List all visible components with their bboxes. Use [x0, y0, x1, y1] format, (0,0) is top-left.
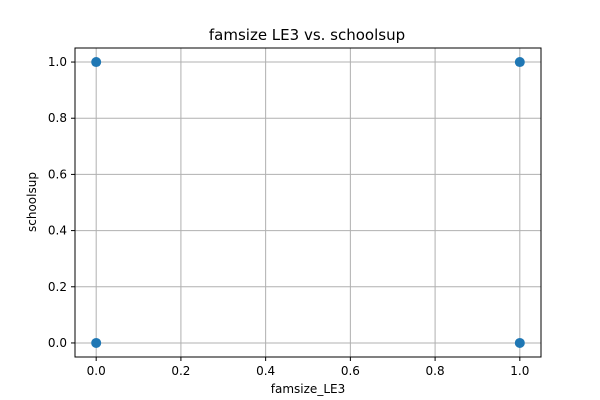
scatter-point: [91, 57, 102, 68]
chart-title: famsize LE3 vs. schoolsup: [209, 26, 405, 44]
ticks-layer: 0.0 0.2 0.4 0.6 0.8 1.0 0.0 0.2 0.4 0.6 0.8 1.0: [48, 55, 529, 378]
y-tick-label: 1.0: [48, 55, 67, 69]
plot-area: [75, 48, 541, 357]
y-tick-label: 0.0: [48, 336, 67, 350]
scatter-point: [514, 337, 525, 348]
x-tick-label: 0.8: [426, 364, 445, 378]
points-layer: [91, 57, 525, 348]
y-tick-label: 0.8: [48, 111, 67, 125]
x-axis-label: famsize_LE3: [271, 382, 345, 396]
y-tick-label: 0.2: [48, 280, 67, 294]
grid-layer: [75, 48, 541, 357]
x-tick-label: 0.2: [171, 364, 190, 378]
y-tick-label: 0.4: [48, 224, 67, 238]
y-axis-label: schoolsup: [25, 172, 39, 232]
x-tick-label: 0.4: [256, 364, 275, 378]
x-tick-label: 0.0: [87, 364, 106, 378]
x-tick-label: 1.0: [510, 364, 529, 378]
plot-frame: [74, 47, 542, 358]
x-tick-label: 0.6: [341, 364, 360, 378]
scatter-point: [514, 57, 525, 68]
y-tick-label: 0.6: [48, 167, 67, 181]
scatter-point: [91, 337, 102, 348]
